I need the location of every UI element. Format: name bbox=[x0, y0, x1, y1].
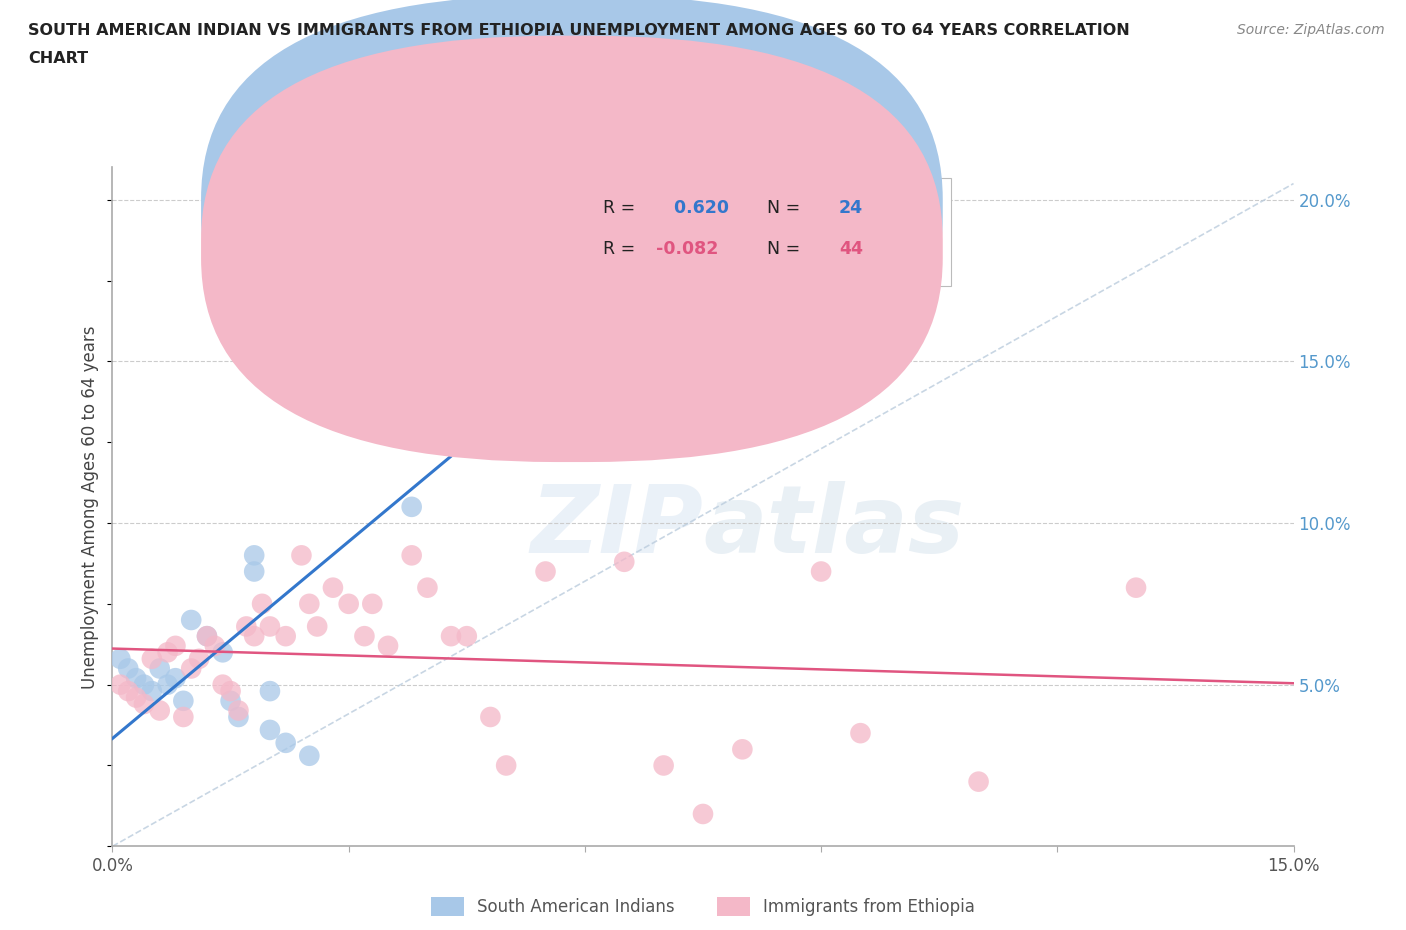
Point bbox=[125, 690, 148, 705]
Point bbox=[692, 806, 714, 821]
Point bbox=[849, 725, 872, 740]
Text: 24: 24 bbox=[839, 199, 863, 217]
Point bbox=[307, 619, 329, 634]
Point bbox=[219, 684, 242, 698]
Text: ZIP: ZIP bbox=[530, 481, 703, 573]
Point bbox=[377, 638, 399, 653]
Point bbox=[416, 580, 439, 595]
Point bbox=[132, 697, 155, 711]
Point bbox=[149, 661, 172, 676]
Point bbox=[353, 629, 375, 644]
Point bbox=[228, 710, 250, 724]
Point bbox=[259, 619, 281, 634]
FancyBboxPatch shape bbox=[526, 178, 950, 286]
Text: Source: ZipAtlas.com: Source: ZipAtlas.com bbox=[1237, 23, 1385, 37]
Point bbox=[298, 749, 321, 764]
Point bbox=[172, 694, 194, 709]
Point bbox=[235, 619, 257, 634]
Text: 0.620: 0.620 bbox=[668, 199, 728, 217]
Point bbox=[195, 629, 218, 644]
Point bbox=[180, 613, 202, 628]
Point bbox=[1125, 580, 1147, 595]
Point bbox=[274, 736, 297, 751]
Y-axis label: Unemployment Among Ages 60 to 64 years: Unemployment Among Ages 60 to 64 years bbox=[82, 326, 100, 688]
Point bbox=[456, 386, 478, 401]
Point bbox=[219, 694, 242, 709]
Point bbox=[337, 596, 360, 611]
Point bbox=[495, 758, 517, 773]
Point bbox=[259, 723, 281, 737]
Point bbox=[652, 758, 675, 773]
Point bbox=[195, 629, 218, 644]
Point bbox=[613, 554, 636, 569]
Point bbox=[141, 684, 163, 698]
Point bbox=[188, 651, 211, 666]
Point bbox=[361, 596, 384, 611]
Point bbox=[810, 565, 832, 579]
Point bbox=[259, 684, 281, 698]
Point bbox=[337, 403, 360, 418]
Point bbox=[479, 710, 502, 724]
Point bbox=[250, 596, 273, 611]
FancyBboxPatch shape bbox=[201, 0, 943, 421]
Point bbox=[110, 651, 132, 666]
Point bbox=[401, 548, 423, 563]
Text: SOUTH AMERICAN INDIAN VS IMMIGRANTS FROM ETHIOPIA UNEMPLOYMENT AMONG AGES 60 TO : SOUTH AMERICAN INDIAN VS IMMIGRANTS FROM… bbox=[28, 23, 1130, 38]
Text: R =: R = bbox=[603, 199, 640, 217]
Point bbox=[298, 596, 321, 611]
Text: R =: R = bbox=[603, 240, 640, 258]
Point bbox=[156, 644, 179, 659]
Point bbox=[290, 548, 312, 563]
Point bbox=[125, 671, 148, 685]
Point bbox=[401, 499, 423, 514]
Text: CHART: CHART bbox=[28, 51, 89, 66]
Legend: South American Indians, Immigrants from Ethiopia: South American Indians, Immigrants from … bbox=[430, 897, 976, 916]
Point bbox=[204, 638, 226, 653]
Point bbox=[274, 629, 297, 644]
Text: 44: 44 bbox=[839, 240, 863, 258]
Point bbox=[440, 629, 463, 644]
Point bbox=[149, 703, 172, 718]
Point bbox=[243, 565, 266, 579]
Point bbox=[228, 703, 250, 718]
Text: -0.082: -0.082 bbox=[655, 240, 718, 258]
Point bbox=[110, 677, 132, 692]
Text: N =: N = bbox=[756, 240, 806, 258]
Point bbox=[731, 742, 754, 757]
Point bbox=[117, 684, 139, 698]
Point bbox=[165, 671, 187, 685]
Point bbox=[117, 661, 139, 676]
Text: N =: N = bbox=[756, 199, 806, 217]
Point bbox=[967, 774, 990, 789]
Point bbox=[141, 651, 163, 666]
Point bbox=[211, 644, 233, 659]
Point bbox=[132, 677, 155, 692]
Point bbox=[180, 661, 202, 676]
Point bbox=[534, 273, 557, 288]
Point bbox=[534, 565, 557, 579]
Point bbox=[156, 677, 179, 692]
Point bbox=[243, 548, 266, 563]
Point bbox=[243, 629, 266, 644]
Point bbox=[211, 677, 233, 692]
Point bbox=[165, 638, 187, 653]
Point bbox=[172, 710, 194, 724]
Text: atlas: atlas bbox=[703, 481, 965, 573]
FancyBboxPatch shape bbox=[201, 35, 943, 462]
Point bbox=[322, 580, 344, 595]
Point bbox=[456, 629, 478, 644]
